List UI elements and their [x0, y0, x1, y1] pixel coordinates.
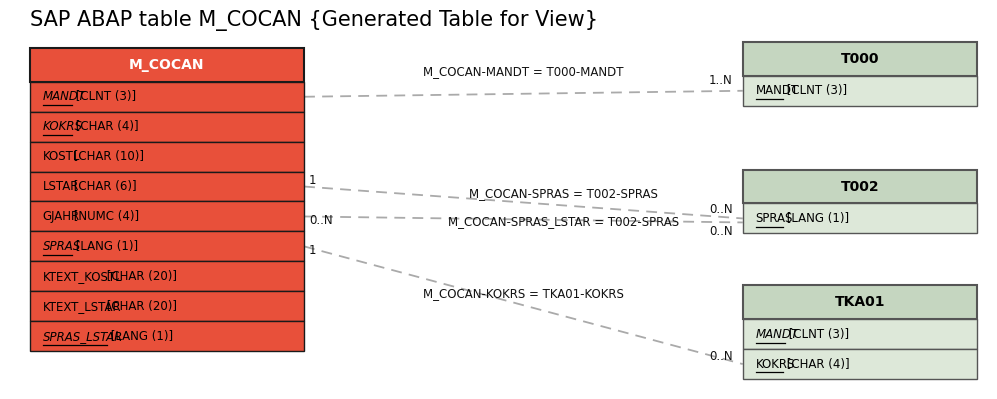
Text: MANDT: MANDT — [756, 84, 799, 97]
Bar — [30, 261, 304, 291]
Text: KOKRS: KOKRS — [43, 120, 83, 133]
Bar — [30, 291, 304, 321]
Bar — [30, 142, 304, 172]
Bar — [743, 170, 977, 203]
Text: [CLNT (3)]: [CLNT (3)] — [785, 328, 848, 341]
Bar — [30, 82, 304, 112]
Text: SPRAS_LSTAR: SPRAS_LSTAR — [43, 330, 123, 343]
Text: GJAHR: GJAHR — [43, 210, 80, 223]
Text: KTEXT_LSTAR: KTEXT_LSTAR — [43, 300, 122, 313]
Text: M_COCAN-SPRAS = T002-SPRAS: M_COCAN-SPRAS = T002-SPRAS — [469, 187, 658, 200]
Bar — [30, 48, 304, 82]
Bar — [30, 201, 304, 231]
Bar — [743, 203, 977, 233]
Text: KTEXT_KOSTL: KTEXT_KOSTL — [43, 270, 123, 283]
Text: [CHAR (10)]: [CHAR (10)] — [71, 150, 145, 163]
Bar — [30, 112, 304, 142]
Bar — [743, 42, 977, 76]
Text: 0..N: 0..N — [709, 350, 733, 363]
Text: [CHAR (4)]: [CHAR (4)] — [72, 120, 139, 133]
Bar — [30, 321, 304, 351]
Bar — [743, 319, 977, 349]
Text: M_COCAN-MANDT = T000-MANDT: M_COCAN-MANDT = T000-MANDT — [423, 65, 624, 78]
Bar — [743, 76, 977, 106]
Text: 0..N: 0..N — [309, 214, 333, 227]
Text: [LANG (1)]: [LANG (1)] — [784, 212, 849, 225]
Text: TKA01: TKA01 — [834, 295, 885, 309]
Text: SPRAS: SPRAS — [43, 240, 81, 253]
Text: MANDT: MANDT — [43, 90, 86, 103]
Text: LSTAR: LSTAR — [43, 180, 79, 193]
Text: KOSTL: KOSTL — [43, 150, 80, 163]
Text: 1: 1 — [309, 244, 317, 257]
Text: SPRAS: SPRAS — [756, 212, 793, 225]
Text: 0..N: 0..N — [709, 225, 733, 238]
Bar — [743, 349, 977, 379]
Text: [CHAR (6)]: [CHAR (6)] — [71, 180, 137, 193]
Bar — [30, 172, 304, 201]
Bar — [30, 231, 304, 261]
Text: T000: T000 — [840, 52, 879, 66]
Text: T002: T002 — [840, 180, 879, 194]
Text: 1..N: 1..N — [709, 74, 733, 87]
Text: 1: 1 — [309, 174, 317, 187]
Text: KOKRS: KOKRS — [756, 358, 795, 371]
Bar — [743, 285, 977, 319]
Text: [NUMC (4)]: [NUMC (4)] — [71, 210, 140, 223]
Text: [LANG (1)]: [LANG (1)] — [72, 240, 138, 253]
Text: [LANG (1)]: [LANG (1)] — [107, 330, 172, 343]
Text: MANDT: MANDT — [756, 328, 799, 341]
Text: M_COCAN: M_COCAN — [130, 58, 204, 72]
Text: SAP ABAP table M_COCAN {Generated Table for View}: SAP ABAP table M_COCAN {Generated Table … — [30, 10, 598, 31]
Text: [CHAR (20)]: [CHAR (20)] — [104, 300, 177, 313]
Text: [CLNT (3)]: [CLNT (3)] — [72, 90, 136, 103]
Text: 0..N: 0..N — [709, 203, 733, 216]
Text: [CLNT (3)]: [CLNT (3)] — [784, 84, 847, 97]
Text: [CHAR (4)]: [CHAR (4)] — [784, 358, 849, 371]
Text: [CHAR (20)]: [CHAR (20)] — [104, 270, 177, 283]
Text: M_COCAN-SPRAS_LSTAR = T002-SPRAS: M_COCAN-SPRAS_LSTAR = T002-SPRAS — [448, 215, 679, 228]
Text: M_COCAN-KOKRS = TKA01-KOKRS: M_COCAN-KOKRS = TKA01-KOKRS — [423, 287, 624, 300]
